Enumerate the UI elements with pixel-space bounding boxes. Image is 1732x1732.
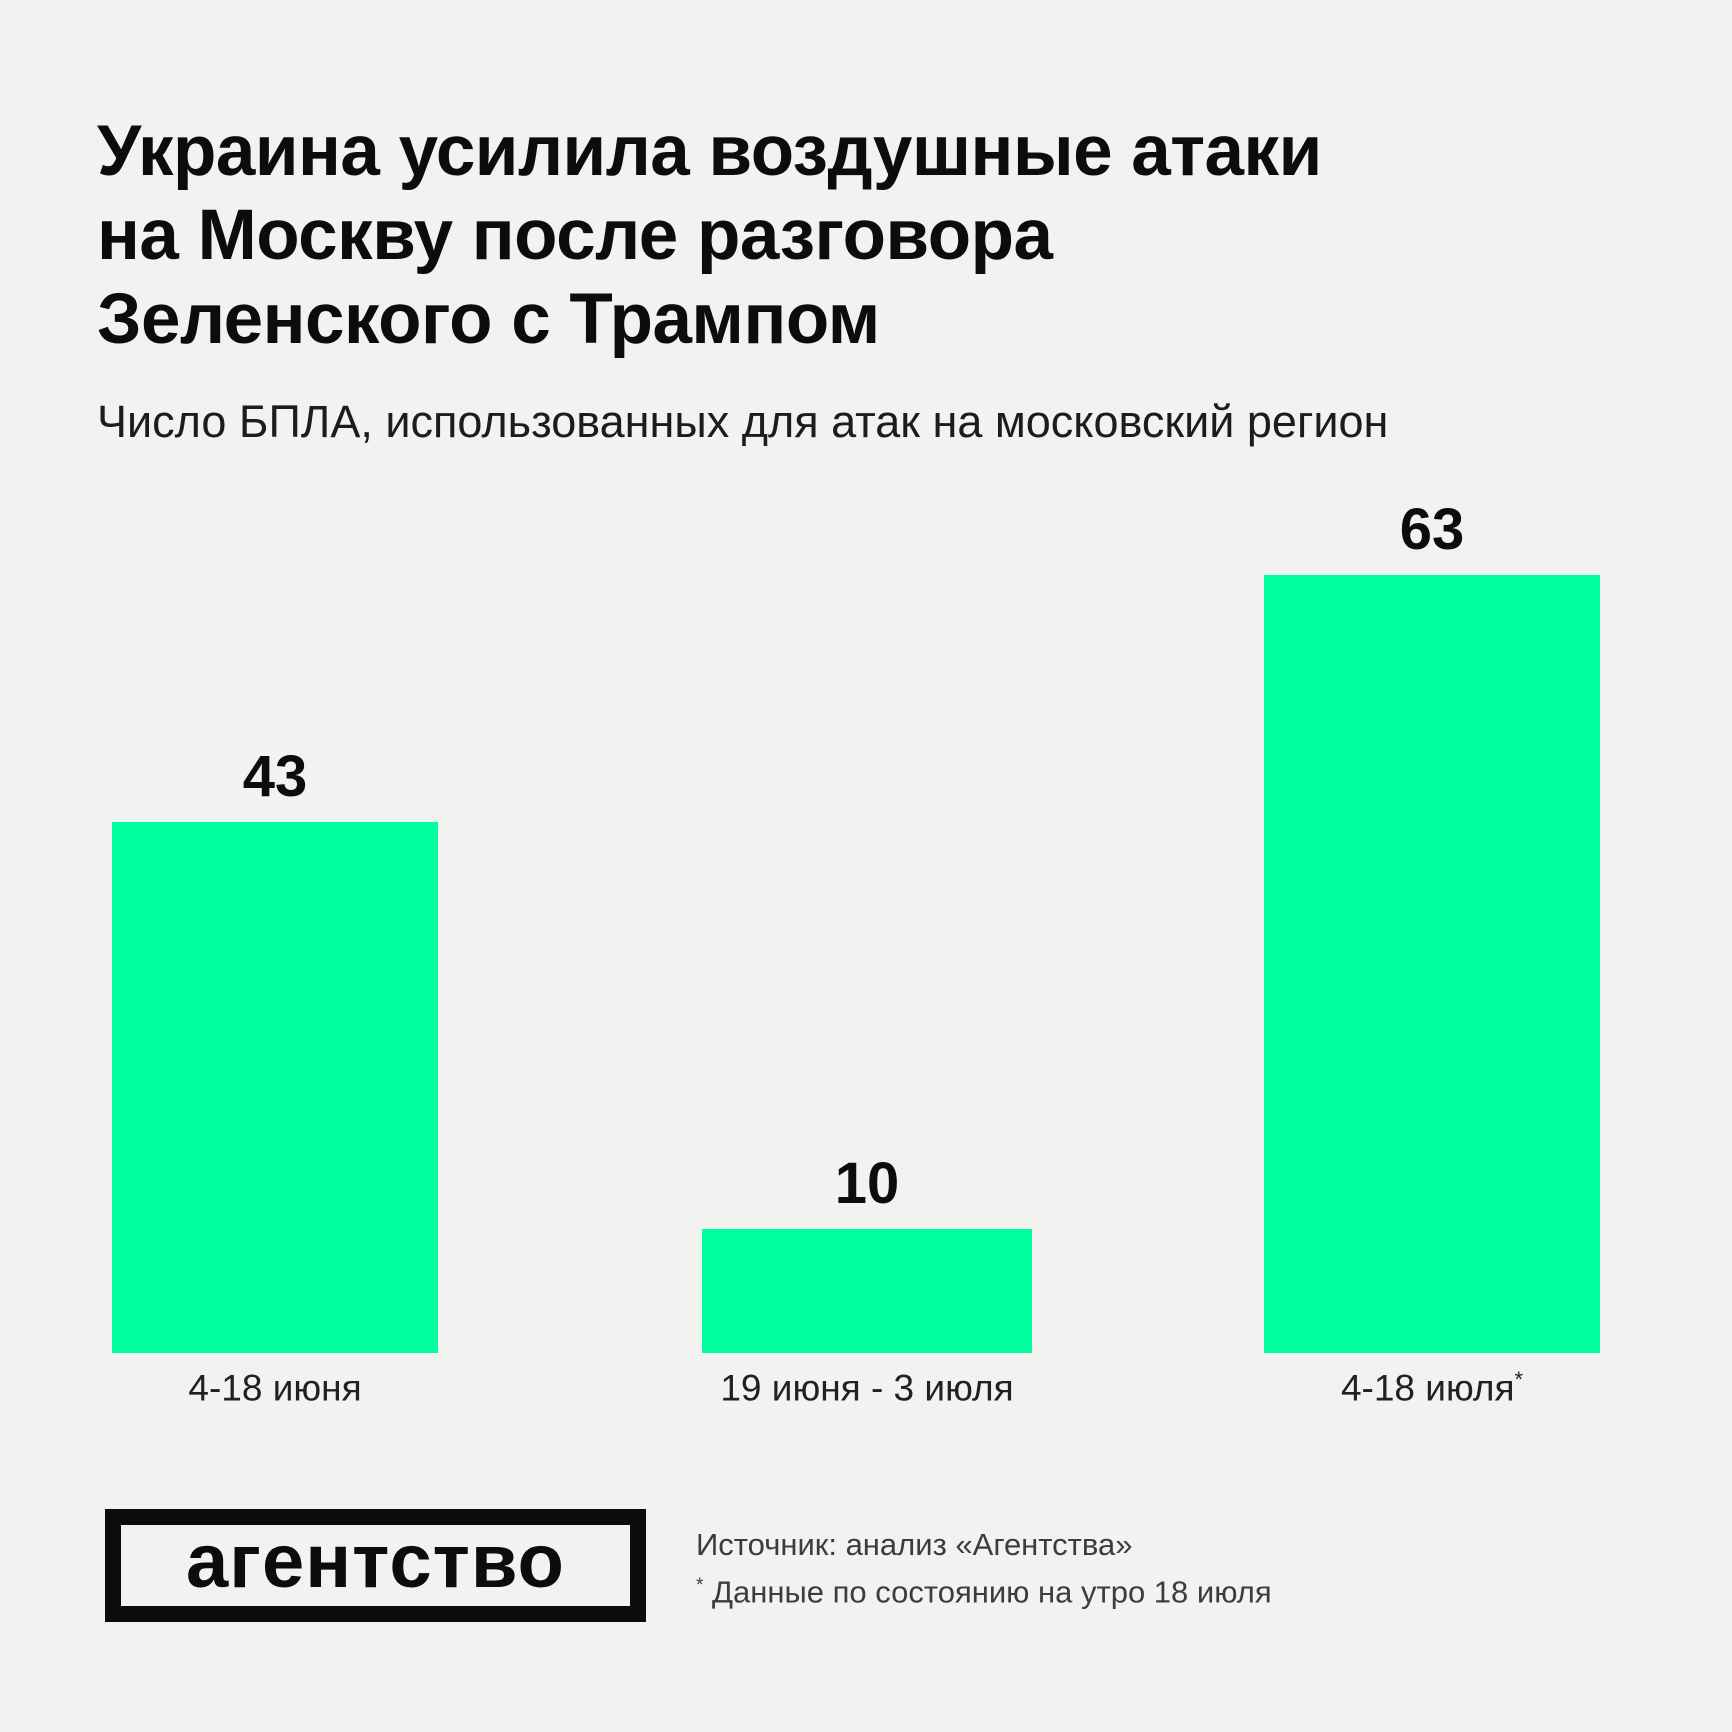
bar-june-19-july-3 <box>702 1229 1032 1353</box>
chart-subtitle: Число БПЛА, использованных для атак на м… <box>97 396 1389 447</box>
bar-category-label: 19 июня - 3 июля <box>720 1367 1014 1409</box>
bar-category-label: 4-18 июня <box>188 1367 362 1409</box>
footnote-marker: * <box>696 1575 704 1596</box>
bar-group-june-4-18: 43 4-18 июня <box>112 743 438 1408</box>
page-title: Украина усилила воздушные атаки на Москв… <box>97 112 1322 359</box>
footnote-text: Данные по состоянию на утро 18 июля <box>712 1574 1272 1610</box>
agentstvo-logo: агентство <box>105 1509 646 1622</box>
bar-july-4-18 <box>1264 575 1600 1353</box>
bar-value-label: 10 <box>834 1151 900 1216</box>
source-block: Источник: анализ «Агентства» * Данные по… <box>696 1524 1272 1612</box>
agentstvo-logo-text: агентство <box>186 1518 565 1604</box>
bar-group-june-19-july-3: 10 19 июня - 3 июля <box>702 1150 1032 1408</box>
source-line: Источник: анализ «Агентства» <box>696 1527 1133 1562</box>
bar-category-label: 4-18 июля* <box>1340 1367 1524 1409</box>
footnote-line: * Данные по состоянию на утро 18 июля <box>696 1565 1272 1612</box>
bar-value-label: 43 <box>242 744 308 809</box>
bar-value-label: 63 <box>1399 497 1465 562</box>
bar-june-4-18 <box>112 822 438 1353</box>
bar-group-july-4-18: 63 4-18 июля* <box>1264 496 1600 1408</box>
